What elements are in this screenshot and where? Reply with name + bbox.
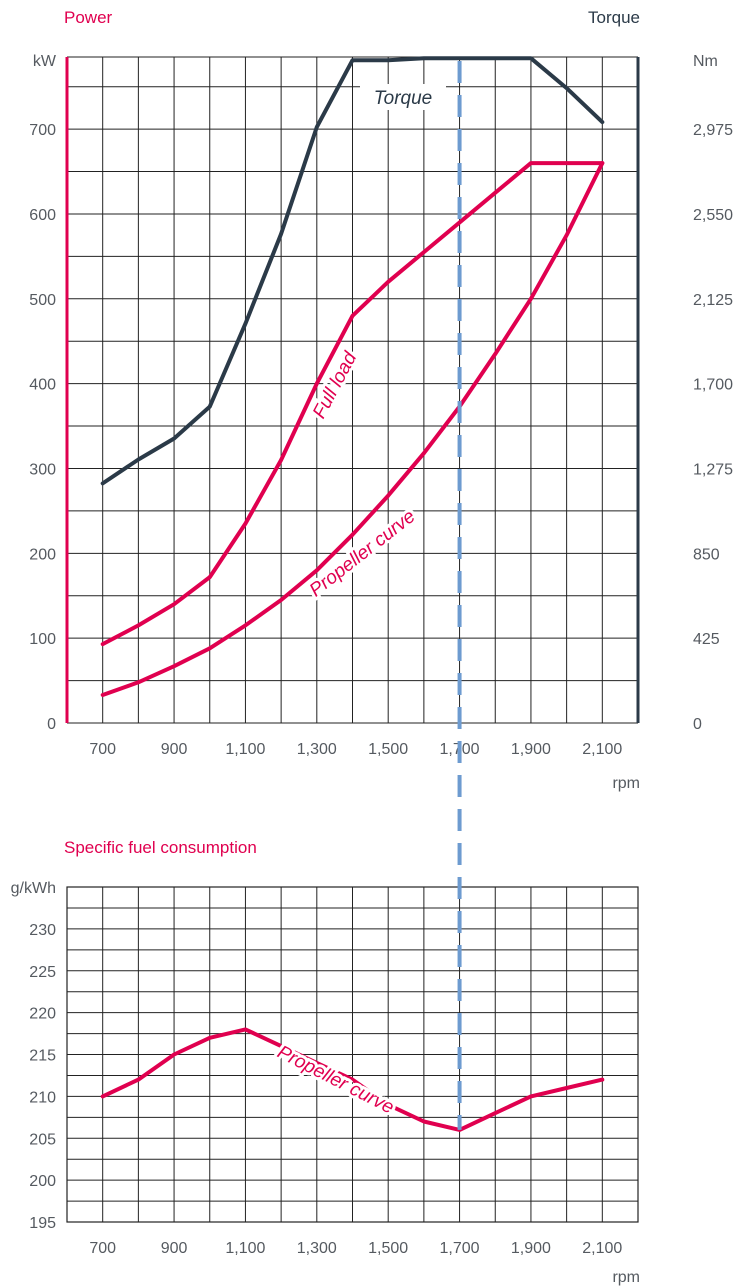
rpm-tick-label: 1,700 bbox=[440, 1240, 480, 1257]
torque-curve-label: Torque bbox=[374, 88, 432, 109]
fuel-consumption-title: Specific fuel consumption bbox=[64, 838, 257, 857]
rpm-tick-label: 1,900 bbox=[511, 741, 551, 758]
fuel-tick-label: 200 bbox=[29, 1173, 56, 1190]
rpm-unit-label: rpm bbox=[612, 775, 640, 792]
fuel-tick-label: 205 bbox=[29, 1131, 56, 1148]
torque-tick-label: 0 bbox=[693, 716, 702, 733]
rpm-tick-label: 2,100 bbox=[582, 741, 622, 758]
torque-tick-label: 2,975 bbox=[693, 122, 733, 139]
torque-tick-label: 1,700 bbox=[693, 377, 733, 394]
power-tick-label: 600 bbox=[29, 207, 56, 224]
full-load-line bbox=[100, 161, 605, 647]
fuel-propeller-curve-line bbox=[100, 1027, 605, 1132]
rpm-tick-label: 900 bbox=[161, 741, 188, 758]
fuel-plot-frame bbox=[66, 886, 639, 1223]
torque-tick-label: 425 bbox=[693, 631, 720, 648]
rpm-tick-label: 1,500 bbox=[368, 1240, 408, 1257]
fuel-tick-label: 230 bbox=[29, 922, 56, 939]
power-grid bbox=[66, 56, 639, 724]
fuel-tick-label: 210 bbox=[29, 1089, 56, 1106]
power-tick-label: 500 bbox=[29, 292, 56, 309]
torque-title: Torque bbox=[588, 8, 640, 27]
fuel-unit-label: g/kWh bbox=[11, 880, 56, 897]
fuel-tick-label: 195 bbox=[29, 1215, 56, 1232]
rpm-tick-label: 700 bbox=[89, 741, 116, 758]
rpm-tick-label: 1,900 bbox=[511, 1240, 551, 1257]
fuel-tick-label: 215 bbox=[29, 1048, 56, 1065]
power-tick-label: 100 bbox=[29, 631, 56, 648]
rpm-tick-label: 2,100 bbox=[582, 1240, 622, 1257]
fuel-propeller-curve-label: Propeller curve bbox=[274, 1042, 397, 1119]
fuel-tick-label: 220 bbox=[29, 1006, 56, 1023]
rpm-tick-label: 1,100 bbox=[225, 741, 265, 758]
fuel-grid bbox=[66, 886, 639, 1223]
power-tick-label: 0 bbox=[47, 716, 56, 733]
power-tick-label: 200 bbox=[29, 546, 56, 563]
rpm-tick-label: 1,300 bbox=[297, 1240, 337, 1257]
rpm-tick-label: 1,300 bbox=[297, 741, 337, 758]
rpm-tick-label: 900 bbox=[161, 1240, 188, 1257]
torque-tick-label: 2,550 bbox=[693, 207, 733, 224]
rpm-unit-label: rpm bbox=[612, 1269, 640, 1286]
power-tick-label: 300 bbox=[29, 461, 56, 478]
rpm-tick-label: 1,100 bbox=[225, 1240, 265, 1257]
power-tick-label: 400 bbox=[29, 377, 56, 394]
torque-line bbox=[100, 56, 605, 486]
power-title: Power bbox=[64, 8, 113, 27]
torque-unit-label: Nm bbox=[693, 53, 718, 70]
torque-label-bg bbox=[360, 84, 446, 110]
torque-tick-label: 850 bbox=[693, 546, 720, 563]
fuel-tick-label: 225 bbox=[29, 964, 56, 981]
torque-tick-label: 1,275 bbox=[693, 461, 733, 478]
rpm-tick-label: 700 bbox=[89, 1240, 116, 1257]
rpm-tick-label: 1,500 bbox=[368, 741, 408, 758]
power-tick-label: 700 bbox=[29, 122, 56, 139]
power-unit-label: kW bbox=[33, 53, 57, 70]
propeller-curve-line bbox=[100, 161, 605, 697]
torque-tick-label: 2,125 bbox=[693, 292, 733, 309]
